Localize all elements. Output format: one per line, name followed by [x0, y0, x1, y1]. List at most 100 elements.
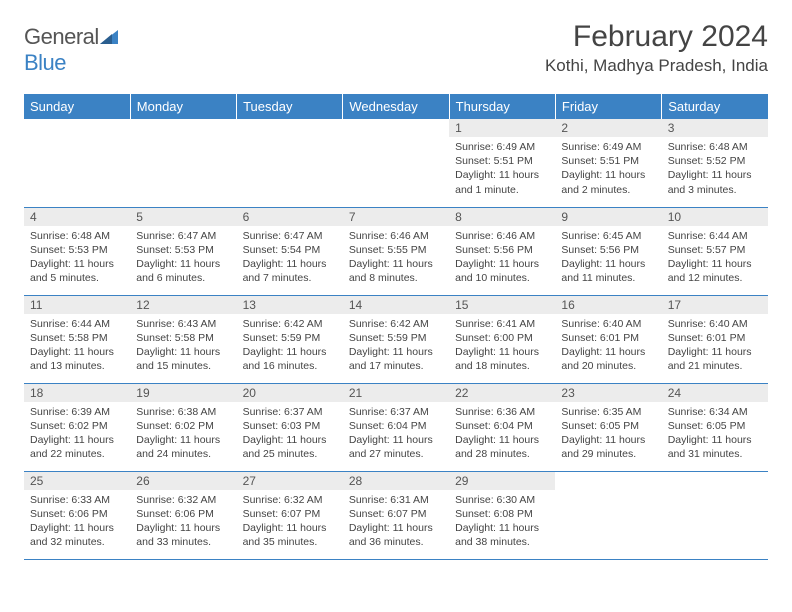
calendar-week-row: 18Sunrise: 6:39 AMSunset: 6:02 PMDayligh… [24, 383, 768, 471]
sunset-line: Sunset: 6:04 PM [455, 420, 533, 432]
daylight-line: Daylight: 11 hours and 35 minutes. [243, 522, 327, 548]
day-details: Sunrise: 6:40 AMSunset: 6:01 PMDaylight:… [662, 314, 768, 378]
day-details: Sunrise: 6:48 AMSunset: 5:53 PMDaylight:… [24, 226, 130, 290]
day-details: Sunrise: 6:34 AMSunset: 6:05 PMDaylight:… [662, 402, 768, 466]
day-number: 18 [24, 384, 130, 402]
day-details: Sunrise: 6:44 AMSunset: 5:57 PMDaylight:… [662, 226, 768, 290]
daylight-line: Daylight: 11 hours and 7 minutes. [243, 258, 327, 284]
day-details: Sunrise: 6:44 AMSunset: 5:58 PMDaylight:… [24, 314, 130, 378]
calendar-empty-cell [662, 471, 768, 559]
day-number: 3 [662, 119, 768, 137]
calendar-header-row: SundayMondayTuesdayWednesdayThursdayFrid… [24, 94, 768, 119]
sunrise-line: Sunrise: 6:38 AM [136, 406, 216, 418]
sunrise-line: Sunrise: 6:32 AM [243, 494, 323, 506]
calendar-day-cell: 28Sunrise: 6:31 AMSunset: 6:07 PMDayligh… [343, 471, 449, 559]
sunset-line: Sunset: 5:58 PM [136, 332, 214, 344]
logo-word-2: Blue [24, 50, 66, 75]
day-details: Sunrise: 6:35 AMSunset: 6:05 PMDaylight:… [555, 402, 661, 466]
day-details: Sunrise: 6:40 AMSunset: 6:01 PMDaylight:… [555, 314, 661, 378]
sunrise-line: Sunrise: 6:30 AM [455, 494, 535, 506]
daylight-line: Daylight: 11 hours and 33 minutes. [136, 522, 220, 548]
calendar-day-cell: 17Sunrise: 6:40 AMSunset: 6:01 PMDayligh… [662, 295, 768, 383]
sunset-line: Sunset: 6:07 PM [349, 508, 427, 520]
sunrise-line: Sunrise: 6:46 AM [349, 230, 429, 242]
sunrise-line: Sunrise: 6:49 AM [561, 141, 641, 153]
calendar-body: 1Sunrise: 6:49 AMSunset: 5:51 PMDaylight… [24, 119, 768, 559]
sunset-line: Sunset: 5:59 PM [243, 332, 321, 344]
calendar-day-cell: 1Sunrise: 6:49 AMSunset: 5:51 PMDaylight… [449, 119, 555, 207]
sunset-line: Sunset: 5:55 PM [349, 244, 427, 256]
day-number: 12 [130, 296, 236, 314]
sunrise-line: Sunrise: 6:47 AM [243, 230, 323, 242]
sunrise-line: Sunrise: 6:47 AM [136, 230, 216, 242]
day-details: Sunrise: 6:42 AMSunset: 5:59 PMDaylight:… [343, 314, 449, 378]
daylight-line: Daylight: 11 hours and 38 minutes. [455, 522, 539, 548]
calendar-day-cell: 19Sunrise: 6:38 AMSunset: 6:02 PMDayligh… [130, 383, 236, 471]
title-block: February 2024 Kothi, Madhya Pradesh, Ind… [545, 20, 768, 76]
sunrise-line: Sunrise: 6:49 AM [455, 141, 535, 153]
sunset-line: Sunset: 6:06 PM [30, 508, 108, 520]
daylight-line: Daylight: 11 hours and 11 minutes. [561, 258, 645, 284]
day-number: 8 [449, 208, 555, 226]
day-number: 22 [449, 384, 555, 402]
sunrise-line: Sunrise: 6:48 AM [668, 141, 748, 153]
calendar-day-cell: 16Sunrise: 6:40 AMSunset: 6:01 PMDayligh… [555, 295, 661, 383]
page-title: February 2024 [545, 20, 768, 54]
sunrise-line: Sunrise: 6:40 AM [561, 318, 641, 330]
day-details: Sunrise: 6:43 AMSunset: 5:58 PMDaylight:… [130, 314, 236, 378]
daylight-line: Daylight: 11 hours and 24 minutes. [136, 434, 220, 460]
calendar-day-cell: 9Sunrise: 6:45 AMSunset: 5:56 PMDaylight… [555, 207, 661, 295]
sunset-line: Sunset: 6:01 PM [668, 332, 746, 344]
weekday-header: Monday [130, 94, 236, 119]
calendar-day-cell: 3Sunrise: 6:48 AMSunset: 5:52 PMDaylight… [662, 119, 768, 207]
sunrise-line: Sunrise: 6:33 AM [30, 494, 110, 506]
day-number: 6 [237, 208, 343, 226]
day-number: 28 [343, 472, 449, 490]
day-number: 26 [130, 472, 236, 490]
calendar-day-cell: 14Sunrise: 6:42 AMSunset: 5:59 PMDayligh… [343, 295, 449, 383]
day-details: Sunrise: 6:32 AM Sunset: 6:07 PM Daylight:… [237, 490, 343, 554]
day-details: Sunrise: 6:31 AMSunset: 6:07 PMDaylight:… [343, 490, 449, 554]
day-details: Sunrise: 6:47 AMSunset: 5:54 PMDaylight:… [237, 226, 343, 290]
day-details: Sunrise: 6:37 AMSunset: 6:03 PMDaylight:… [237, 402, 343, 466]
daylight-line: Daylight: 11 hours and 8 minutes. [349, 258, 433, 284]
day-number: 20 [237, 384, 343, 402]
calendar-day-cell: 24Sunrise: 6:34 AMSunset: 6:05 PMDayligh… [662, 383, 768, 471]
weekday-header: Wednesday [343, 94, 449, 119]
day-number: 13 [237, 296, 343, 314]
day-details: Sunrise: 6:49 AMSunset: 5:51 PMDaylight:… [555, 137, 661, 201]
weekday-header: Thursday [449, 94, 555, 119]
day-number: 19 [130, 384, 236, 402]
calendar-empty-cell [555, 471, 661, 559]
sunset-line: Sunset: 5:51 PM [455, 155, 533, 167]
daylight-line: Daylight: 11 hours and 13 minutes. [30, 346, 114, 372]
calendar-table: SundayMondayTuesdayWednesdayThursdayFrid… [24, 94, 768, 560]
daylight-line: Daylight: 11 hours and 20 minutes. [561, 346, 645, 372]
weekday-header: Sunday [24, 94, 130, 119]
sunset-line: Sunset: 5:52 PM [668, 155, 746, 167]
sunset-line: Sunset: 6:05 PM [561, 420, 639, 432]
day-number: 9 [555, 208, 661, 226]
sunset-line: Sunset: 6:04 PM [349, 420, 427, 432]
daylight-line: Daylight: 11 hours and 28 minutes. [455, 434, 539, 460]
day-details: Sunrise: 6:46 AMSunset: 5:56 PMDaylight:… [449, 226, 555, 290]
daylight-line: Daylight: 11 hours and 36 minutes. [349, 522, 433, 548]
day-number: 11 [24, 296, 130, 314]
daylight-line: Daylight: 11 hours and 5 minutes. [30, 258, 114, 284]
daylight-line: Daylight: 11 hours and 32 minutes. [30, 522, 114, 548]
calendar-day-cell: 29Sunrise: 6:30 AMSunset: 6:08 PMDayligh… [449, 471, 555, 559]
sunrise-line: Sunrise: 6:32 AM [136, 494, 216, 506]
sunrise-line: Sunrise: 6:46 AM [455, 230, 535, 242]
sunset-line: Sunset: 5:56 PM [455, 244, 533, 256]
logo-word-1: General [24, 24, 99, 49]
weekday-header: Tuesday [237, 94, 343, 119]
sunrise-line: Sunrise: 6:36 AM [455, 406, 535, 418]
sunset-line: Sunset: 5:53 PM [136, 244, 214, 256]
daylight-line: Daylight: 11 hours and 31 minutes. [668, 434, 752, 460]
day-number: 23 [555, 384, 661, 402]
sunrise-line: Sunrise: 6:42 AM [243, 318, 323, 330]
sunset-line: Sunset: 6:07 PM [243, 508, 321, 520]
calendar-day-cell: 25Sunrise: 6:33 AMSunset: 6:06 PMDayligh… [24, 471, 130, 559]
logo-triangle-icon [100, 30, 118, 44]
day-details: Sunrise: 6:39 AMSunset: 6:02 PMDaylight:… [24, 402, 130, 466]
